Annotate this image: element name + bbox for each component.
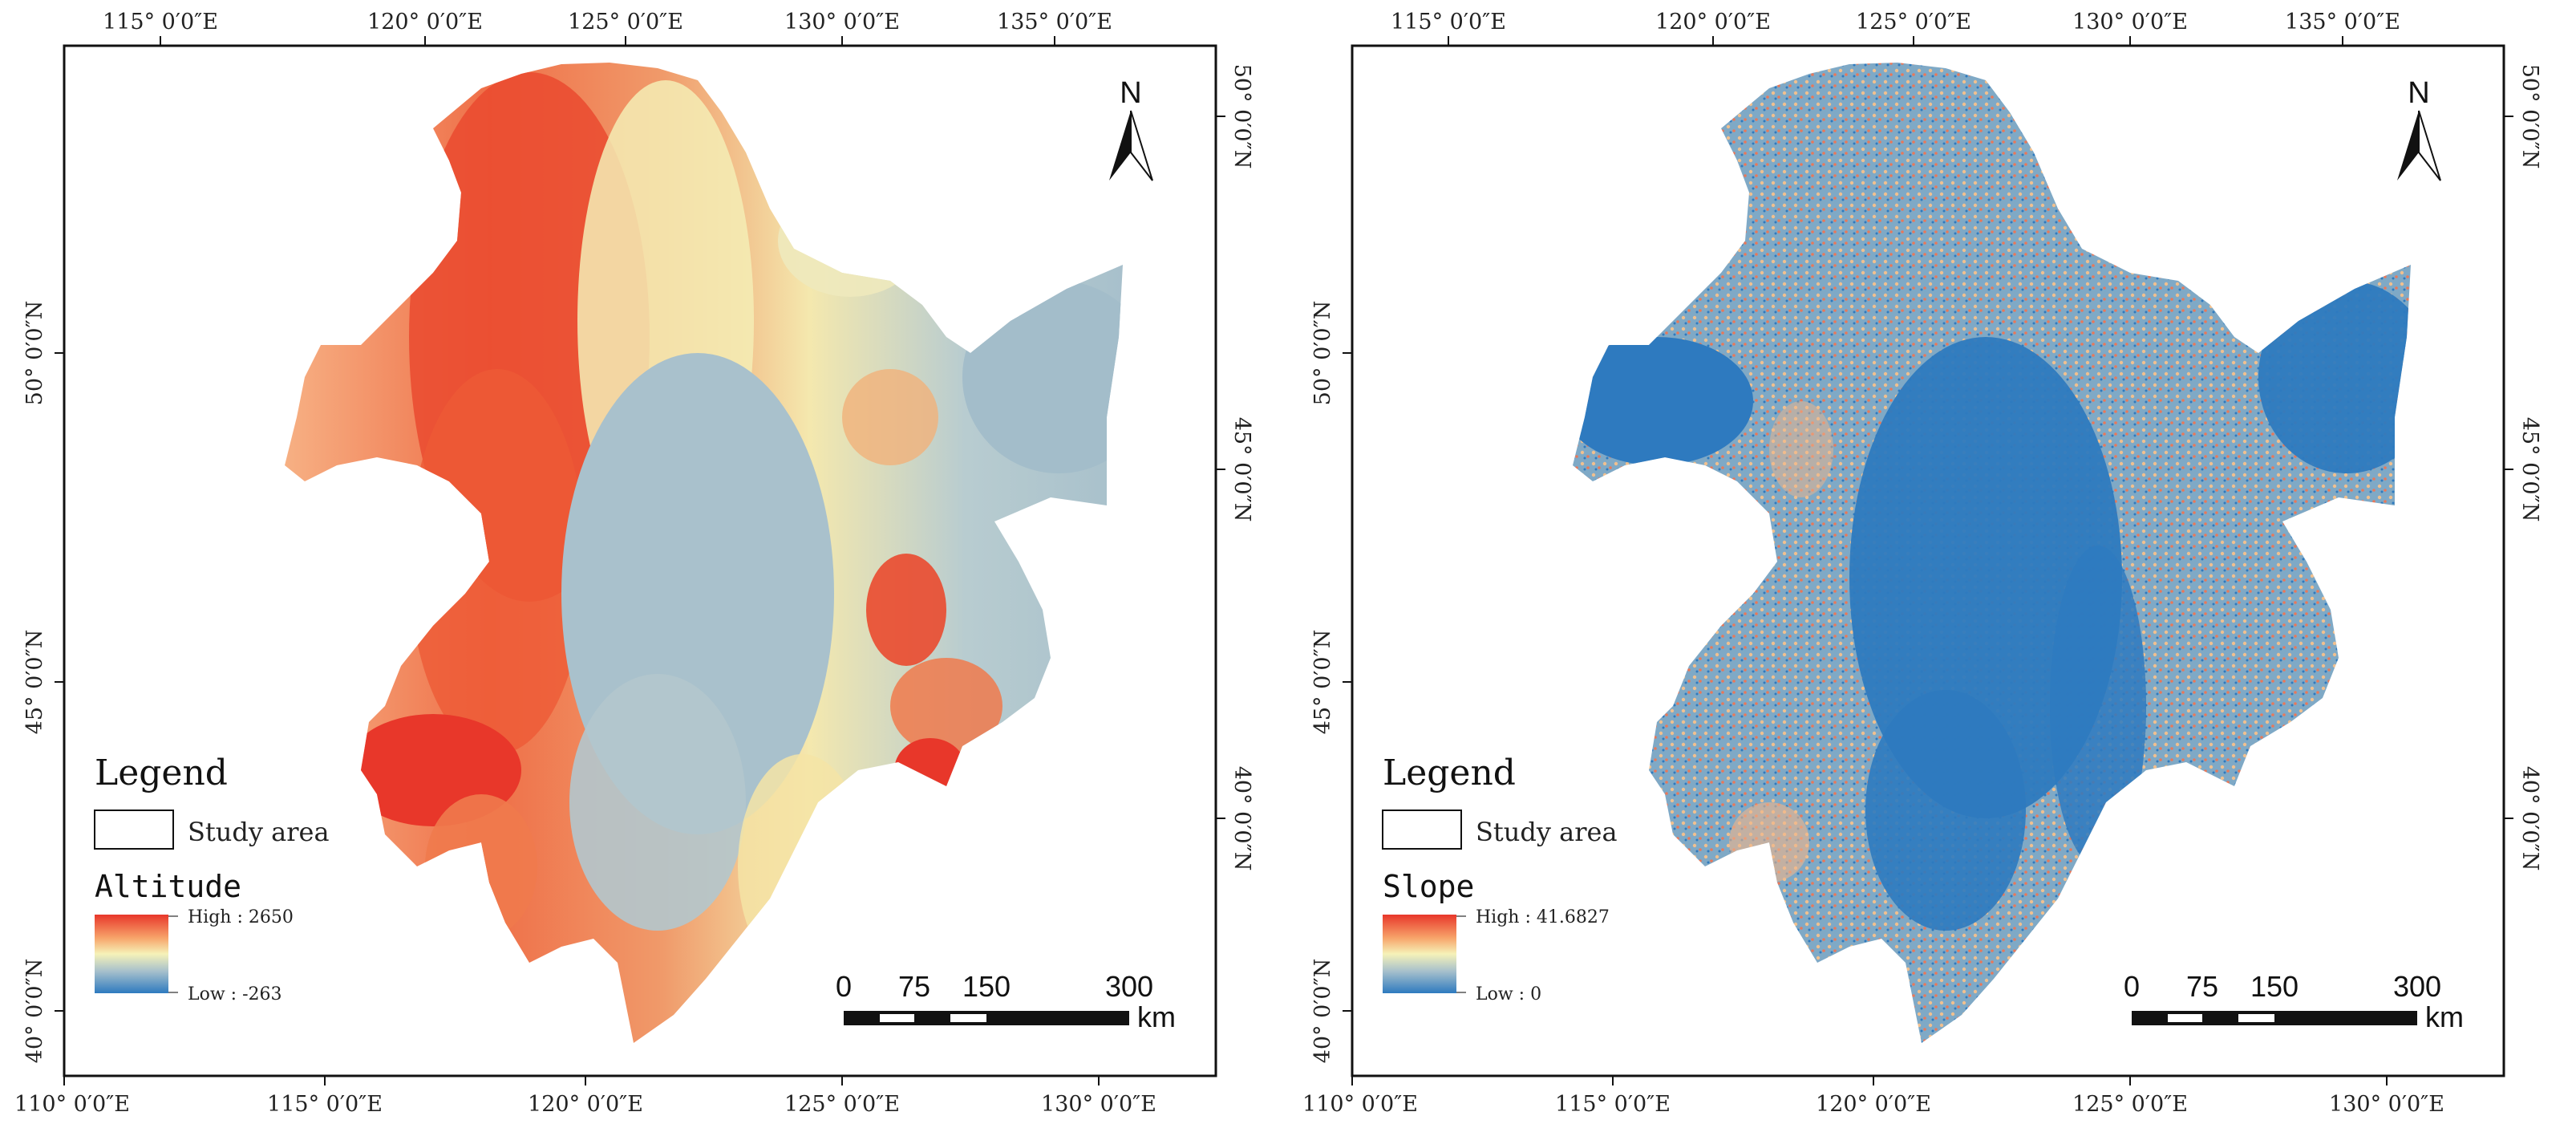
ramp-low-label: Low : 0 — [1476, 984, 1541, 1004]
bottom-lon-label: 125° 0′0″E — [784, 1092, 900, 1117]
top-lon-label: 130° 0′0″E — [784, 10, 900, 34]
bottom-lon-label: 130° 0′0″E — [2329, 1092, 2444, 1117]
bottom-lon-label: 110° 0′0″E — [14, 1092, 130, 1117]
top-longitude-labels: 115° 0′0″E 120° 0′0″E 125° 0′0″E 130° 0′… — [103, 10, 1112, 34]
ramp-low-label: Low : -263 — [188, 984, 282, 1004]
bottom-lon-label: 120° 0′0″E — [1816, 1092, 1931, 1117]
scale-label: 150 — [2250, 970, 2299, 1003]
scale-label: 300 — [2393, 970, 2441, 1003]
top-lon-label: 125° 0′0″E — [568, 10, 683, 34]
bottom-lon-label: 115° 0′0″E — [1555, 1092, 1671, 1117]
scale-bar: 0 75 150 300 km — [2124, 970, 2464, 1033]
study-area-label: Study area — [188, 817, 330, 847]
north-arrow-icon: N — [2397, 76, 2441, 181]
top-lon-label: 120° 0′0″E — [1655, 10, 1771, 34]
altitude-color-ramp — [95, 915, 168, 993]
top-lon-label: 130° 0′0″E — [2072, 10, 2188, 34]
left-latitude-labels: 50° 0′0″N 45° 0′0″N 40° 0′0″N — [22, 301, 47, 1064]
right-lat-label: 40° 0′0″N — [2517, 766, 2542, 871]
altitude-map-svg: 115° 0′0″E 120° 0′0″E 125° 0′0″E 130° 0′… — [14, 10, 1254, 1117]
slope-map-svg: 115° 0′0″E 120° 0′0″E 125° 0′0″E 130° 0′… — [1302, 10, 2542, 1117]
bottom-longitude-labels: 110° 0′0″E 115° 0′0″E 120° 0′0″E 125° 0′… — [1302, 1092, 2444, 1117]
top-lon-label: 135° 0′0″E — [997, 10, 1112, 34]
scale-label: 0 — [2124, 970, 2140, 1003]
scale-label: 150 — [962, 970, 1011, 1003]
map-frame — [63, 44, 1217, 1077]
bottom-lon-label: 130° 0′0″E — [1041, 1092, 1156, 1117]
top-lon-label: 135° 0′0″E — [2285, 10, 2400, 34]
top-lon-label: 120° 0′0″E — [367, 10, 483, 34]
map-legend: Legend Study area Slope High : 41.6827 L… — [1382, 753, 1618, 1004]
map-legend: Legend Study area Altitude High : 2650 L… — [94, 753, 330, 1004]
bottom-lon-label: 110° 0′0″E — [1302, 1092, 1418, 1117]
frame-ticks — [55, 36, 1225, 1085]
right-latitude-labels: 50° 0′0″N 45° 0′0″N 40° 0′0″N — [2517, 64, 2542, 871]
left-lat-label: 45° 0′0″N — [1310, 630, 1335, 735]
frame-ticks — [1343, 36, 2513, 1085]
svg-text:N: N — [1120, 76, 1141, 110]
legend-title: Legend — [1383, 753, 1516, 793]
scale-label: 75 — [898, 970, 930, 1003]
scale-label: 75 — [2186, 970, 2218, 1003]
ramp-high-label: High : 2650 — [188, 907, 294, 927]
bottom-lon-label: 115° 0′0″E — [267, 1092, 383, 1117]
scale-label: 300 — [1105, 970, 1153, 1003]
map-frame — [1351, 44, 2505, 1077]
slope-map-panel: 115° 0′0″E 120° 0′0″E 125° 0′0″E 130° 0′… — [1288, 0, 2576, 1124]
right-lat-label: 45° 0′0″N — [1229, 417, 1254, 522]
scale-label: 0 — [836, 970, 852, 1003]
left-lat-label: 40° 0′0″N — [1310, 959, 1335, 1064]
top-lon-label: 115° 0′0″E — [103, 10, 218, 34]
right-lat-label: 40° 0′0″N — [1229, 766, 1254, 871]
north-arrow-icon: N — [1109, 76, 1153, 181]
top-lon-label: 125° 0′0″E — [1856, 10, 1971, 34]
left-latitude-labels: 50° 0′0″N 45° 0′0″N 40° 0′0″N — [1310, 301, 1335, 1064]
legend-title: Legend — [95, 753, 228, 793]
layer-title: Slope — [1383, 869, 1474, 904]
bottom-lon-label: 125° 0′0″E — [2072, 1092, 2188, 1117]
left-lat-label: 40° 0′0″N — [22, 959, 47, 1064]
right-lat-label: 50° 0′0″N — [1229, 64, 1254, 169]
slope-raster — [1573, 63, 2411, 1043]
top-longitude-labels: 115° 0′0″E 120° 0′0″E 125° 0′0″E 130° 0′… — [1391, 10, 2400, 34]
study-area-swatch — [94, 810, 174, 850]
ramp-high-label: High : 41.6827 — [1476, 907, 1610, 927]
study-area-label: Study area — [1476, 817, 1618, 847]
top-lon-label: 115° 0′0″E — [1391, 10, 1506, 34]
scale-unit: km — [1137, 1000, 1176, 1033]
right-lat-label: 50° 0′0″N — [2517, 64, 2542, 169]
scale-bar: 0 75 150 300 km — [836, 970, 1176, 1033]
svg-text:N: N — [2408, 76, 2429, 110]
bottom-lon-label: 120° 0′0″E — [528, 1092, 643, 1117]
study-area-swatch — [1382, 810, 1462, 850]
altitude-map-panel: 115° 0′0″E 120° 0′0″E 125° 0′0″E 130° 0′… — [14, 10, 1254, 1117]
right-latitude-labels: 50° 0′0″N 45° 0′0″N 40° 0′0″N — [1229, 64, 1254, 871]
left-lat-label: 50° 0′0″N — [22, 301, 47, 406]
right-lat-label: 45° 0′0″N — [2517, 417, 2542, 522]
scale-unit: km — [2425, 1000, 2464, 1033]
altitude-raster — [285, 63, 1123, 1043]
left-lat-label: 45° 0′0″N — [22, 630, 47, 735]
slope-color-ramp — [1383, 915, 1456, 993]
bottom-longitude-labels: 110° 0′0″E 115° 0′0″E 120° 0′0″E 125° 0′… — [14, 1092, 1156, 1117]
layer-title: Altitude — [95, 869, 241, 904]
left-lat-label: 50° 0′0″N — [1310, 301, 1335, 406]
